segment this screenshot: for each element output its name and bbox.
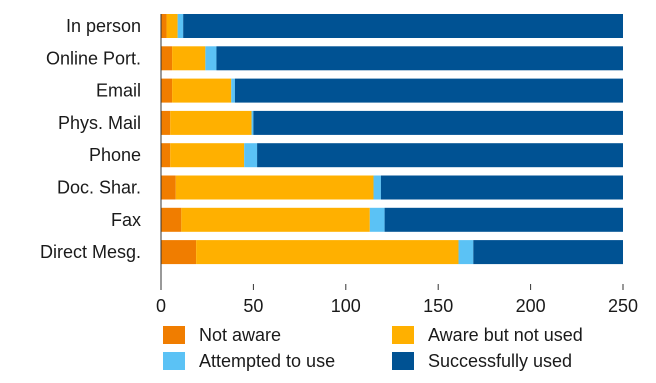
legend: Not aware Aware but not used Attempted to … [163,325,583,371]
bar-in-person-successfully-used [183,14,623,38]
bar-phone-successfully-used [257,143,623,168]
bar-email-aware-but-not-used [172,78,232,103]
bars-group [161,14,624,265]
legend-label-successfully-used: Successfully used [428,351,572,371]
bar-in-person-not-aware [161,14,167,38]
bar-online-port-successfully-used [216,46,623,71]
bar-doc-shar-successfully-used [380,175,623,200]
category-label: Doc. Shar. [57,178,141,198]
legend-swatch-not-aware [163,326,185,344]
bar-phone-not-aware [161,143,171,168]
bar-online-port-attempted-to-use [205,46,217,71]
x-tick-label: 200 [516,296,546,316]
bar-online-port-aware-but-not-used [172,46,206,71]
bar-phys-mail-not-aware [161,110,171,135]
bar-fax-aware-but-not-used [181,207,370,232]
bar-email-not-aware [161,78,173,103]
bar-doc-shar-not-aware [161,175,176,200]
bar-email-successfully-used [234,78,624,103]
category-labels: In person Online Port. Email Phys. Mail Phon… [40,16,141,262]
bar-direct-mesg-attempted-to-use [458,240,474,265]
bar-phone-attempted-to-use [244,143,258,168]
category-label: In person [66,16,141,36]
x-tick-label: 100 [331,296,361,316]
legend-label-attempted-to-use: Attempted to use [199,351,335,371]
legend-label-aware-but-not-used: Aware but not used [428,325,583,345]
category-label: Phone [89,145,141,165]
bar-phys-mail-successfully-used [253,110,623,135]
bar-doc-shar-aware-but-not-used [175,175,374,200]
x-tick-label: 250 [608,296,638,316]
bar-direct-mesg-successfully-used [473,240,623,265]
bar-email-attempted-to-use [231,78,235,103]
x-tick-label: 50 [243,296,263,316]
category-label: Online Port. [46,48,141,68]
legend-swatch-aware-but-not-used [392,326,414,344]
category-label: Fax [111,210,141,230]
x-tick-label: 150 [423,296,453,316]
bar-doc-shar-attempted-to-use [373,175,381,200]
category-label: Email [96,81,141,101]
bar-phone-aware-but-not-used [170,143,245,168]
bar-direct-mesg-aware-but-not-used [196,240,459,265]
bar-fax-attempted-to-use [369,207,385,232]
category-label: Direct Mesg. [40,242,141,262]
legend-swatch-attempted-to-use [163,352,185,370]
bar-fax-not-aware [161,207,182,232]
bar-in-person-attempted-to-use [177,14,184,38]
bar-online-port-not-aware [161,46,173,71]
legend-swatch-successfully-used [392,352,414,370]
bar-fax-successfully-used [384,207,623,232]
bar-in-person-aware-but-not-used [166,14,178,38]
category-label: Phys. Mail [58,113,141,133]
bar-direct-mesg-not-aware [161,240,197,265]
legend-label-not-aware: Not aware [199,325,281,345]
bar-phys-mail-attempted-to-use [251,110,254,135]
x-axis-ticks: 0 50 100 150 200 250 [156,284,638,316]
bar-phys-mail-aware-but-not-used [170,110,252,135]
x-tick-label: 0 [156,296,166,316]
